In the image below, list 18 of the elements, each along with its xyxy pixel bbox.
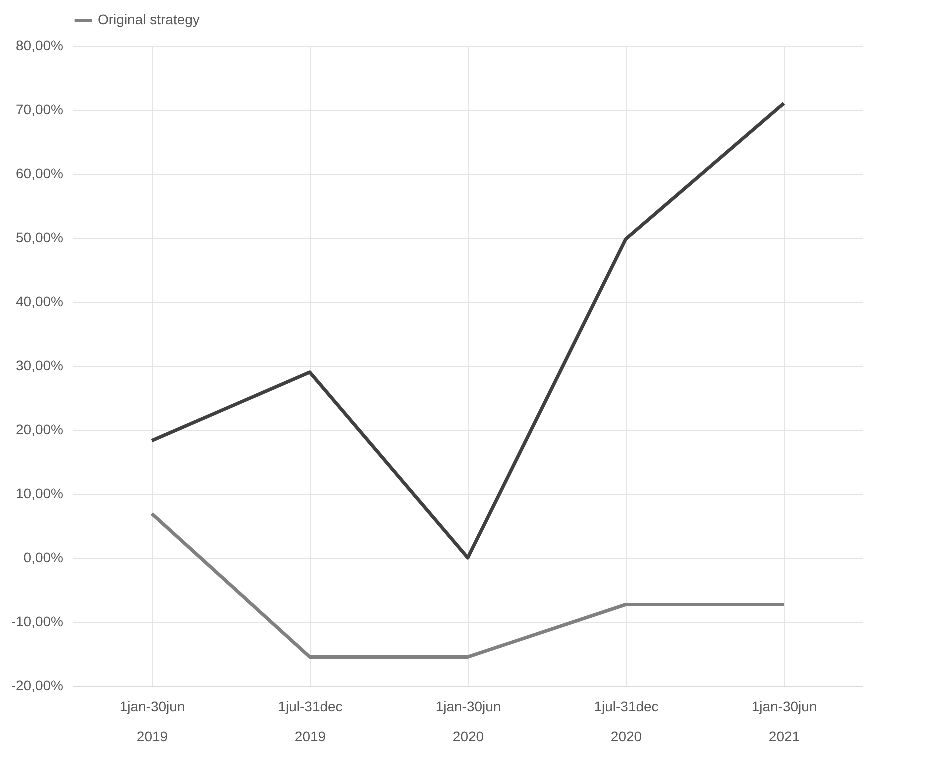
y-tick-label: -20,00% xyxy=(11,678,64,694)
y-tick-label: 70,00% xyxy=(16,102,64,118)
x-tick-label: 1jul-31dec 2019 xyxy=(278,698,343,744)
line-series xyxy=(150,102,786,560)
y-tick-label: 0,00% xyxy=(24,550,64,566)
y-tick-label: 50,00% xyxy=(16,230,64,246)
x-tick-label: 1jan-30jun 2020 xyxy=(436,698,502,744)
y-tick-label: 60,00% xyxy=(16,166,64,182)
y-tick-label: 30,00% xyxy=(16,358,64,374)
y-tick-label: -10,00% xyxy=(11,614,64,630)
legend-label: Original strategy xyxy=(98,12,200,28)
y-tick-label: 40,00% xyxy=(16,294,64,310)
y-tick-label: 10,00% xyxy=(16,486,64,502)
x-tick-label: 1jul-31dec 2020 xyxy=(594,698,659,744)
x-tick-label: 1jan-30jun 2021 xyxy=(752,698,818,744)
x-tick-label: 1jan-30jun 2019 xyxy=(120,698,186,744)
y-tick-label: 20,00% xyxy=(16,422,64,438)
y-tick-label: 80,00% xyxy=(16,38,64,54)
